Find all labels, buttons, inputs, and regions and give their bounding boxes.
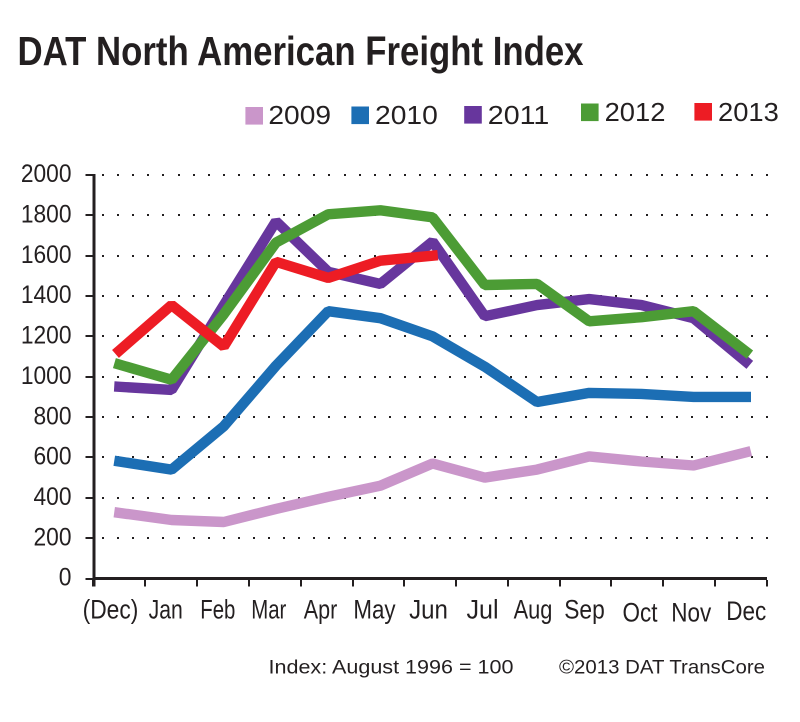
svg-text:2012: 2012 — [605, 97, 666, 127]
svg-text:Nov: Nov — [671, 597, 711, 627]
svg-text:2013: 2013 — [718, 97, 779, 127]
svg-text:1000: 1000 — [21, 362, 72, 390]
svg-text:2009: 2009 — [268, 100, 331, 130]
svg-text:1600: 1600 — [21, 241, 72, 269]
svg-text:1800: 1800 — [21, 201, 72, 229]
svg-text:200: 200 — [34, 523, 72, 551]
svg-text:800: 800 — [34, 402, 72, 430]
svg-text:2010: 2010 — [375, 100, 438, 130]
svg-text:DAT North American Freight Ind: DAT North American Freight Index — [18, 28, 584, 74]
svg-text:Feb: Feb — [200, 595, 235, 625]
svg-text:2000: 2000 — [21, 160, 72, 188]
svg-text:Sep: Sep — [564, 595, 605, 625]
svg-text:May: May — [353, 595, 396, 625]
svg-text:600: 600 — [34, 443, 72, 471]
svg-text:©2013 DAT TransCore: ©2013 DAT TransCore — [559, 657, 765, 679]
svg-text:(Dec): (Dec) — [83, 595, 139, 625]
svg-text:Index: August 1996 = 100: Index: August 1996 = 100 — [269, 657, 514, 679]
svg-text:2011: 2011 — [488, 100, 550, 130]
svg-text:1400: 1400 — [21, 281, 72, 309]
svg-text:1200: 1200 — [21, 322, 72, 350]
svg-text:Jul: Jul — [466, 595, 498, 625]
svg-text:Aug: Aug — [514, 595, 553, 625]
svg-text:Apr: Apr — [304, 595, 338, 625]
svg-text:400: 400 — [34, 483, 72, 511]
svg-text:Jan: Jan — [149, 595, 183, 625]
svg-text:Mar: Mar — [251, 595, 286, 625]
svg-text:Dec: Dec — [726, 596, 766, 626]
svg-text:Jun: Jun — [409, 595, 448, 625]
svg-text:Oct: Oct — [623, 597, 658, 627]
svg-text:0: 0 — [59, 564, 72, 592]
